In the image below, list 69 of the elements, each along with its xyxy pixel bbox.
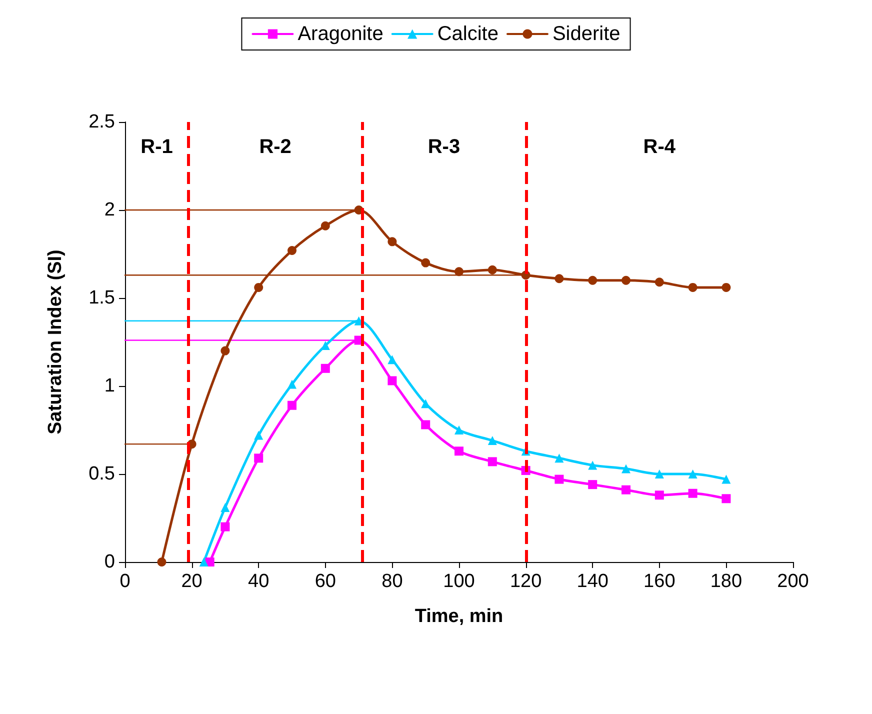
point <box>199 558 208 566</box>
x-tick-label: 0 <box>120 571 130 592</box>
y-tick-label: 0.5 <box>88 464 115 484</box>
point <box>654 278 664 287</box>
point <box>454 267 464 276</box>
point <box>320 221 330 230</box>
point <box>488 457 497 466</box>
point <box>588 460 598 470</box>
point <box>488 436 497 446</box>
y-axis-title: Saturation Index (SI) <box>45 250 66 434</box>
point <box>622 464 630 474</box>
legend-label: Siderite <box>552 23 620 45</box>
point <box>722 282 731 292</box>
annotation: R-2 <box>259 136 292 158</box>
x-tick-label: 40 <box>248 571 270 592</box>
point <box>421 420 430 430</box>
point <box>654 490 664 500</box>
x-tick-label: 100 <box>443 571 475 592</box>
point <box>220 346 230 356</box>
x-axis-title: Time, min <box>414 606 504 627</box>
point <box>320 364 330 373</box>
point <box>588 480 598 490</box>
point <box>254 454 264 463</box>
point <box>454 426 464 434</box>
point <box>454 446 464 456</box>
x-tick-label: 160 <box>644 571 676 592</box>
point <box>554 274 564 284</box>
y-tick-label: 2 <box>104 200 115 220</box>
annotation: R-4 <box>643 136 676 158</box>
y-tick-label: 1.5 <box>88 288 115 308</box>
point <box>622 485 630 494</box>
x-tick-label: 60 <box>314 571 336 592</box>
y-tick-label: 0 <box>104 552 115 572</box>
point <box>722 494 731 504</box>
y-tick-label: 1 <box>104 376 115 396</box>
y-tick-label: 2.5 <box>88 112 115 132</box>
x-tick-label: 200 <box>777 571 809 592</box>
x-tick-label: 180 <box>710 571 742 592</box>
legend-label: Calcite <box>437 23 498 45</box>
point <box>288 246 296 255</box>
point <box>220 522 230 532</box>
point <box>205 558 214 566</box>
x-tick-label: 20 <box>181 571 202 592</box>
x-tick-label: 120 <box>510 571 542 592</box>
point <box>722 474 731 484</box>
point <box>388 355 397 364</box>
x-tick-label: 140 <box>576 571 608 592</box>
point <box>554 454 564 463</box>
point <box>622 276 630 285</box>
annotation: R-1 <box>140 136 173 158</box>
point <box>688 282 698 292</box>
x-tick-label: 80 <box>382 571 403 592</box>
annotation: R-3 <box>428 136 460 158</box>
point <box>688 488 698 498</box>
point <box>254 282 264 292</box>
point <box>654 470 664 478</box>
point <box>488 265 497 274</box>
point <box>288 380 296 389</box>
point <box>254 430 264 440</box>
point <box>220 502 230 512</box>
point <box>588 276 598 285</box>
point <box>688 470 698 478</box>
point <box>388 376 397 386</box>
point <box>388 237 397 246</box>
point <box>554 474 564 484</box>
point <box>288 400 296 410</box>
legend-label: Aragonite <box>298 23 384 45</box>
point <box>421 258 430 268</box>
point <box>157 558 166 566</box>
